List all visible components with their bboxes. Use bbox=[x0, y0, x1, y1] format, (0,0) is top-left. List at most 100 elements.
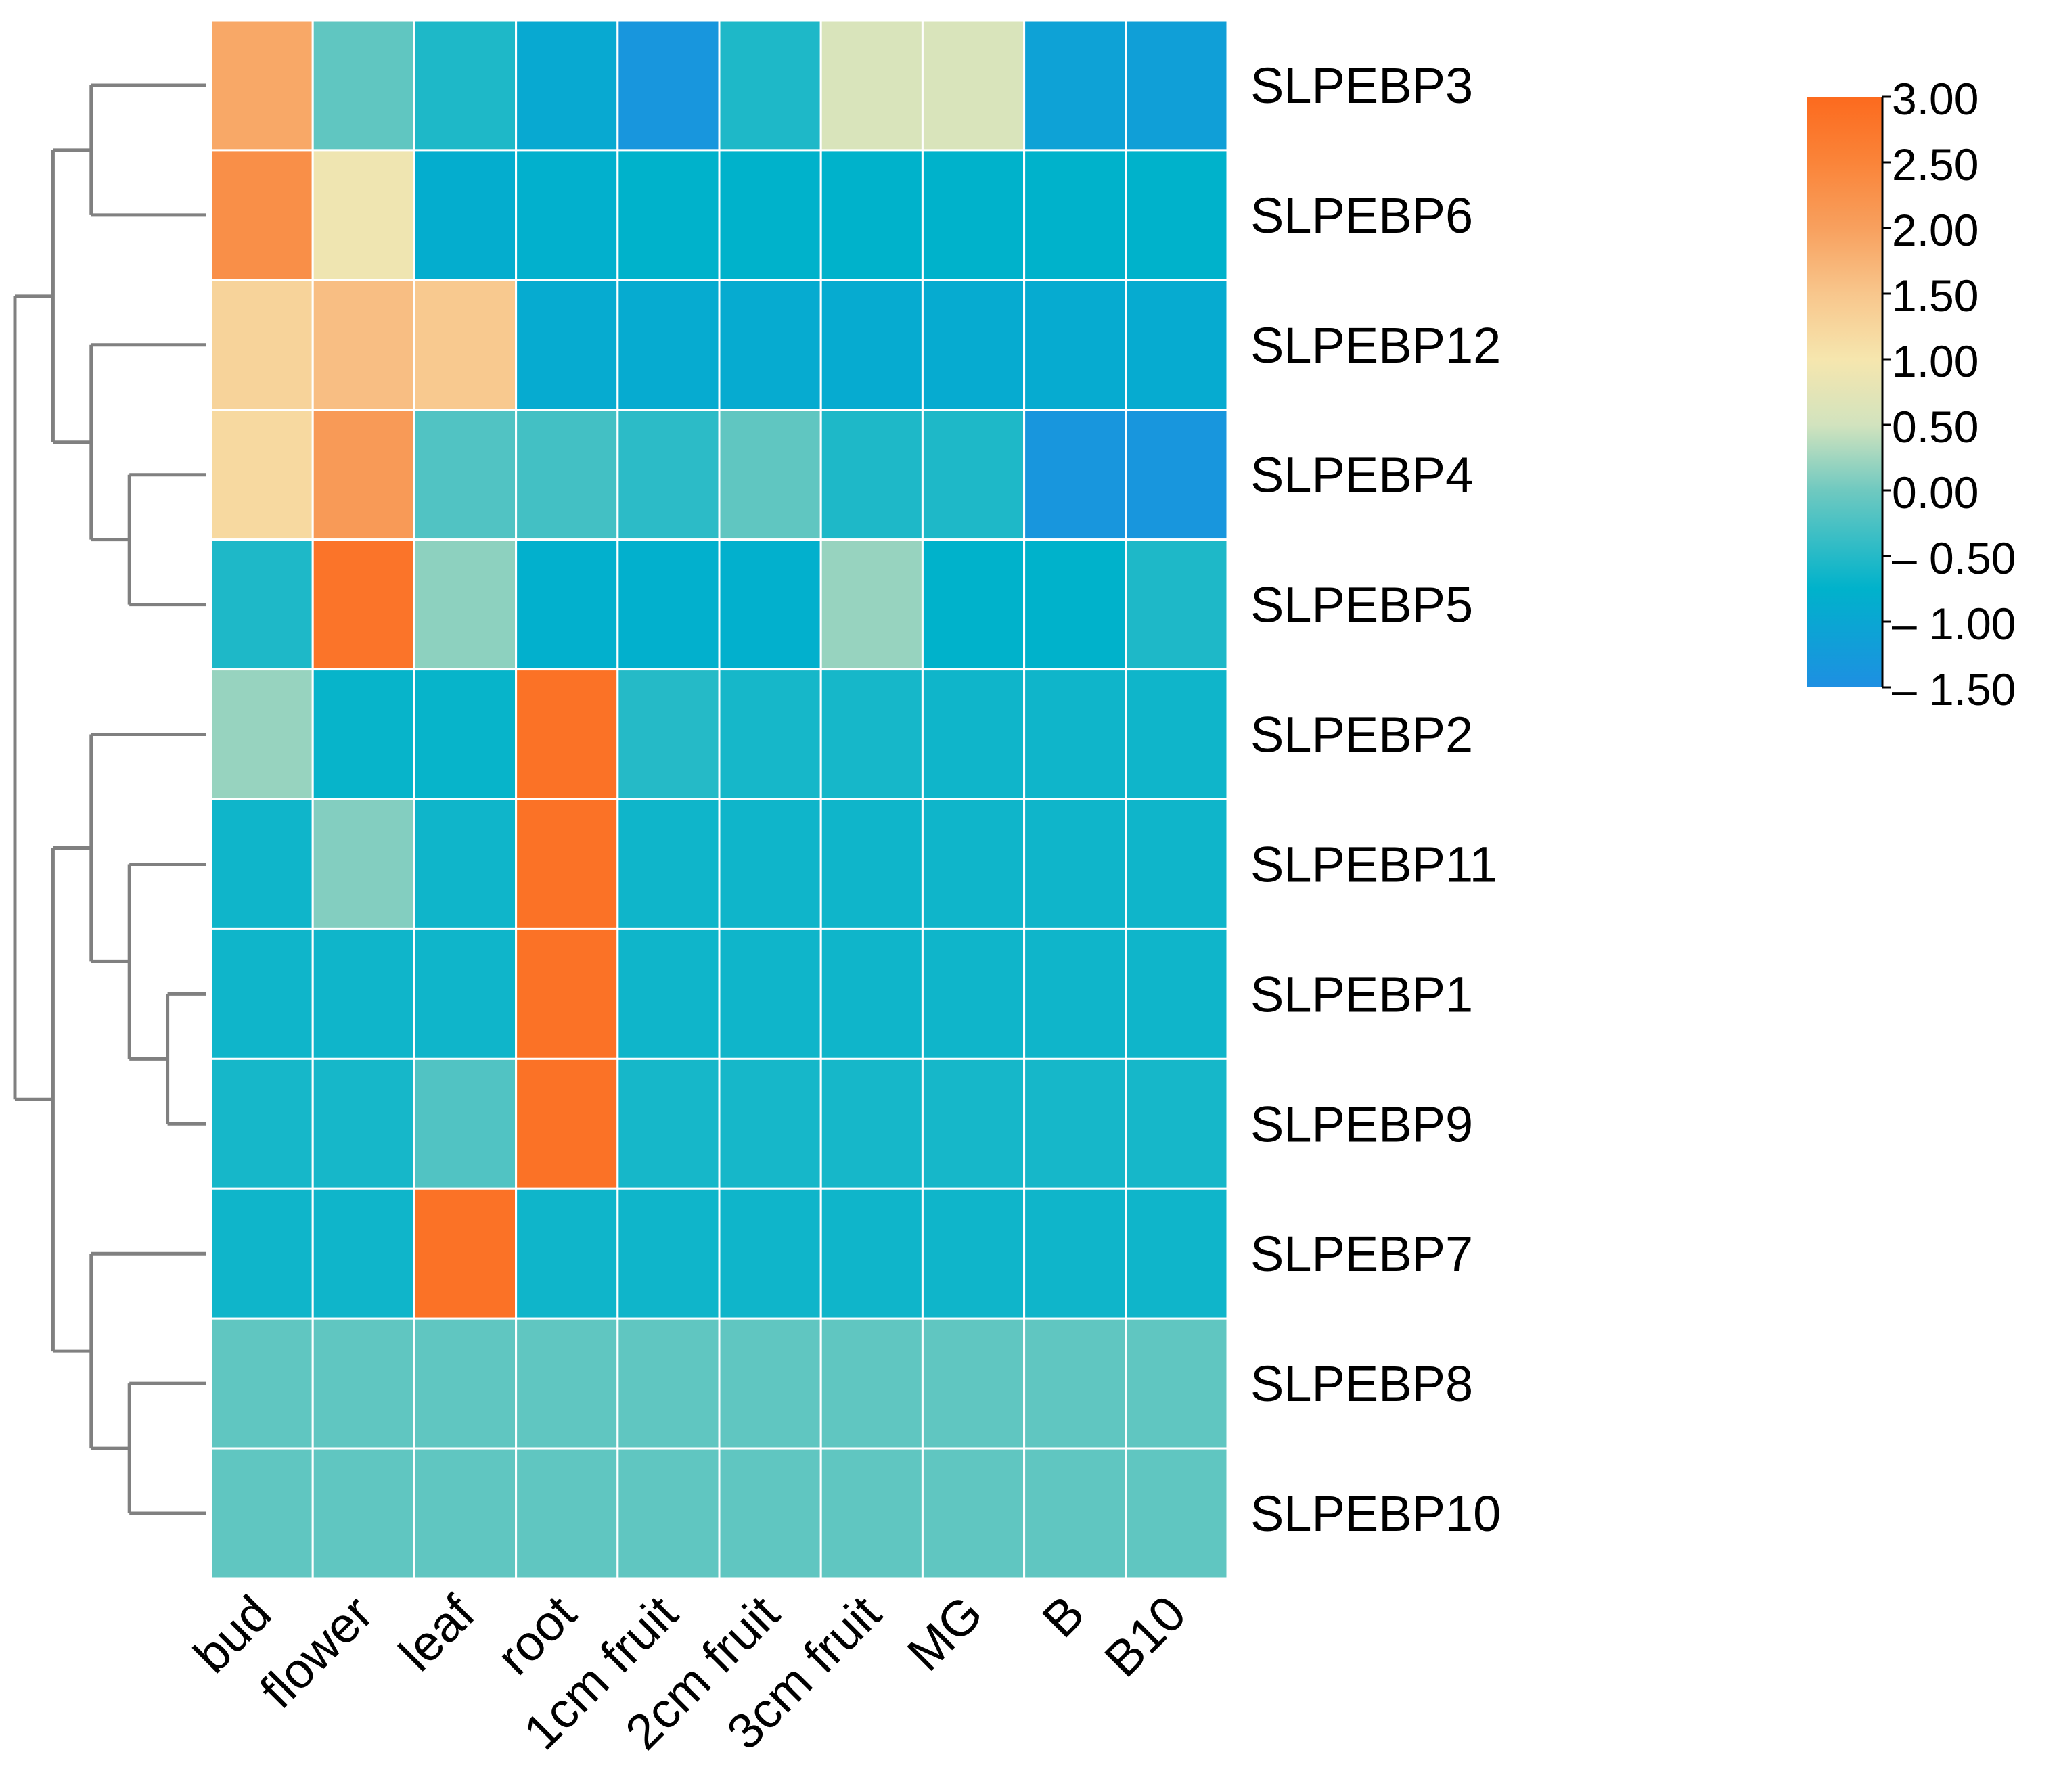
heatmap-cell bbox=[1023, 1187, 1127, 1320]
heatmap-cell bbox=[1023, 927, 1127, 1060]
row-label: SLPEBP12 bbox=[1250, 317, 1501, 373]
heatmap-cell bbox=[311, 19, 415, 152]
heatmap-cell bbox=[311, 538, 415, 671]
row-dendrogram bbox=[13, 83, 206, 1515]
colorbar-tick-label: 0.50 bbox=[1892, 402, 1978, 452]
row-labels: SLPEBP3 SLPEBP6 SLPEBP12 SLPEBP4 SLPEBP5 SLPE… bbox=[1250, 58, 1501, 1542]
heatmap-cell bbox=[718, 1447, 822, 1580]
colorbar-tick-label: 2.00 bbox=[1892, 205, 1978, 255]
heatmap-cell bbox=[1125, 1447, 1229, 1580]
heatmap-cell bbox=[921, 668, 1026, 800]
heatmap-cell bbox=[921, 927, 1026, 1060]
colorbar-tick-label: 0.00 bbox=[1892, 467, 1978, 518]
heatmap-cell bbox=[718, 1057, 822, 1190]
row-label: SLPEBP2 bbox=[1250, 707, 1473, 763]
heatmap-cell bbox=[921, 1187, 1026, 1320]
heatmap-cell bbox=[819, 1187, 924, 1320]
colorbar: 3.00 2.50 2.00 1.50 1.00 0.50 0.00 – 0.50 – 1.00… bbox=[1807, 74, 2016, 714]
heatmap-cell bbox=[616, 19, 721, 152]
heatmap-cell bbox=[718, 149, 822, 281]
heatmap-cell bbox=[1125, 538, 1229, 671]
heatmap-cell bbox=[515, 1187, 619, 1320]
heatmap-cell bbox=[819, 279, 924, 411]
heatmap-cell bbox=[515, 409, 619, 541]
heatmap-cell bbox=[210, 798, 314, 930]
row-label: SLPEBP4 bbox=[1250, 447, 1473, 503]
heatmap-cell bbox=[921, 798, 1026, 930]
heatmap-cell bbox=[616, 798, 721, 930]
heatmap-cell bbox=[921, 409, 1026, 541]
heatmap-cell bbox=[616, 1317, 721, 1450]
heatmap-cells bbox=[210, 19, 1229, 1580]
heatmap-cell bbox=[1125, 668, 1229, 800]
heatmap-cell bbox=[819, 927, 924, 1060]
heatmap-cell bbox=[1125, 149, 1229, 281]
heatmap-cell bbox=[1125, 1317, 1229, 1450]
row-label: SLPEBP1 bbox=[1250, 966, 1473, 1022]
heatmap-cell bbox=[718, 538, 822, 671]
heatmap-cell bbox=[718, 409, 822, 541]
heatmap-cell bbox=[616, 1187, 721, 1320]
heatmap-cell bbox=[210, 149, 314, 281]
heatmap-cell bbox=[515, 149, 619, 281]
heatmap-cell bbox=[616, 149, 721, 281]
column-label: MG bbox=[897, 1585, 993, 1682]
row-label: SLPEBP6 bbox=[1250, 187, 1473, 244]
heatmap-cell bbox=[616, 409, 721, 541]
row-label: SLPEBP7 bbox=[1250, 1226, 1473, 1282]
heatmap-cell bbox=[1023, 19, 1127, 152]
heatmap-cell bbox=[1023, 668, 1127, 800]
heatmap-cell bbox=[311, 1057, 415, 1190]
heatmap-cell bbox=[616, 668, 721, 800]
heatmap-cell bbox=[718, 798, 822, 930]
heatmap-cell bbox=[515, 1317, 619, 1450]
heatmap-cell bbox=[515, 279, 619, 411]
colorbar-tick-label: – 1.50 bbox=[1892, 664, 2016, 714]
heatmap-cell bbox=[515, 538, 619, 671]
heatmap-cell bbox=[718, 1187, 822, 1320]
column-label: flower bbox=[249, 1585, 383, 1719]
heatmap-cell bbox=[210, 1317, 314, 1450]
column-label: B bbox=[1031, 1585, 1095, 1649]
heatmap-cell bbox=[718, 927, 822, 1060]
heatmap-cell bbox=[413, 149, 518, 281]
heatmap-cell bbox=[616, 1057, 721, 1190]
heatmap-cell bbox=[210, 409, 314, 541]
heatmap-cell bbox=[616, 279, 721, 411]
row-label: SLPEBP8 bbox=[1250, 1356, 1473, 1412]
heatmap-cell bbox=[210, 1187, 314, 1320]
heatmap-cell bbox=[819, 668, 924, 800]
heatmap-cell bbox=[1023, 149, 1127, 281]
heatmap-cell bbox=[718, 19, 822, 152]
heatmap-cell bbox=[1023, 1447, 1127, 1580]
heatmap-cell bbox=[413, 538, 518, 671]
heatmap-cell bbox=[819, 409, 924, 541]
heatmap-cell bbox=[819, 1317, 924, 1450]
heatmap-cell bbox=[210, 19, 314, 152]
heatmap-cell bbox=[311, 279, 415, 411]
heatmap-cell bbox=[718, 668, 822, 800]
heatmap-cell bbox=[413, 1057, 518, 1190]
heatmap-cell bbox=[413, 927, 518, 1060]
heatmap-cell bbox=[819, 1447, 924, 1580]
row-label: SLPEBP10 bbox=[1250, 1486, 1501, 1542]
row-label: SLPEBP11 bbox=[1250, 836, 1497, 892]
heatmap-cell bbox=[1125, 798, 1229, 930]
heatmap-cell bbox=[515, 19, 619, 152]
heatmap-cell bbox=[1125, 1057, 1229, 1190]
heatmap-cell bbox=[515, 1057, 619, 1190]
heatmap-cell bbox=[311, 409, 415, 541]
row-label: SLPEBP5 bbox=[1250, 577, 1473, 633]
heatmap-cell bbox=[718, 1317, 822, 1450]
heatmap-cell bbox=[616, 927, 721, 1060]
heatmap-cell bbox=[921, 1447, 1026, 1580]
heatmap-cell bbox=[311, 927, 415, 1060]
heatmap-cell bbox=[1023, 409, 1127, 541]
row-label: SLPEBP3 bbox=[1250, 58, 1473, 114]
heatmap-cell bbox=[413, 798, 518, 930]
heatmap-cell bbox=[413, 409, 518, 541]
heatmap-cell bbox=[921, 149, 1026, 281]
heatmap-cell bbox=[311, 1187, 415, 1320]
